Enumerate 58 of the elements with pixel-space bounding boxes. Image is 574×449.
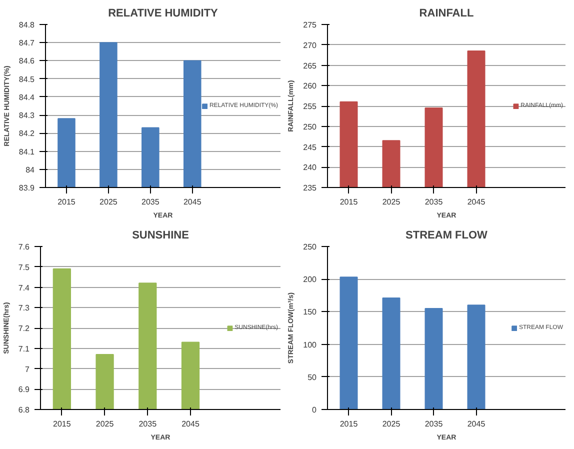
bar (382, 298, 400, 410)
x-tick-label: 2025 (382, 420, 401, 428)
chart-title: STREAM FLOW (406, 230, 488, 242)
y-tick-label: 7.2 (18, 324, 30, 333)
y-tick-label: 7 (25, 364, 30, 374)
y-tick-label: 150 (303, 308, 318, 317)
y-tick-label: 245 (303, 142, 318, 152)
chart-title: SUNSHINE (132, 230, 189, 242)
y-tick-label: 200 (303, 275, 318, 284)
x-tick-label: 2035 (424, 420, 444, 428)
x-tick-label: 2035 (138, 420, 158, 428)
y-tick-label: 235 (303, 184, 318, 192)
y-tick-label: 84.4 (18, 92, 36, 102)
x-tick-label: 2045 (467, 198, 486, 206)
y-tick-label: 7.6 (18, 242, 30, 252)
x-tick-label: 2045 (182, 420, 200, 428)
y-tick-label: 7.5 (18, 262, 30, 272)
y-tick-label: 6.9 (18, 385, 30, 394)
x-tick-label: 2035 (424, 198, 444, 206)
y-tick-label: 250 (303, 122, 318, 132)
x-tick-label: 2025 (96, 420, 114, 428)
y-tick-label: 100 (303, 340, 318, 350)
y-tick-label: 0 (312, 406, 318, 414)
y-tick-label: 84.7 (18, 38, 36, 48)
x-tick-label: 2045 (183, 198, 202, 206)
y-tick-label: 255 (303, 102, 318, 111)
y-tick-label: 265 (303, 61, 318, 70)
y-tick-label: 84.8 (18, 20, 36, 30)
chart-title: RAINFALL (419, 8, 474, 20)
x-tick-label: 2015 (340, 198, 358, 206)
y-tick-label: 84.6 (18, 56, 36, 66)
bar (467, 304, 486, 410)
y-tick-label: 240 (303, 163, 318, 172)
x-tick-label: 2015 (340, 420, 358, 428)
y-tick-label: 84.1 (18, 147, 36, 156)
x-tick-label: 2035 (142, 198, 160, 206)
bar (340, 276, 358, 410)
y-tick-label: 84.3 (18, 111, 36, 120)
y-tick-label: 7.4 (18, 283, 30, 292)
y-tick-label: 84.5 (18, 74, 36, 84)
x-tick-label: 2025 (382, 198, 401, 206)
x-tick-label: 2045 (467, 420, 486, 428)
y-tick-label: 7.1 (18, 344, 30, 354)
y-tick-label: 83.9 (18, 184, 36, 192)
x-tick-label: 2025 (100, 198, 118, 206)
chart-title: RELATIVE HUMIDITY (108, 8, 219, 20)
bar (424, 308, 443, 410)
y-tick-label: 260 (303, 82, 318, 91)
x-tick-label: 2015 (53, 420, 72, 428)
y-tick-label: 250 (303, 242, 318, 252)
y-tick-label: 6.8 (18, 406, 30, 414)
x-tick-label: 2015 (58, 198, 76, 206)
y-tick-label: 7.3 (18, 304, 30, 313)
y-tick-label: 275 (303, 20, 318, 30)
y-tick-label: 84 (26, 165, 36, 174)
y-tick-label: 270 (303, 40, 318, 50)
y-tick-label: 50 (308, 372, 318, 382)
y-tick-label: 84.2 (18, 129, 36, 138)
